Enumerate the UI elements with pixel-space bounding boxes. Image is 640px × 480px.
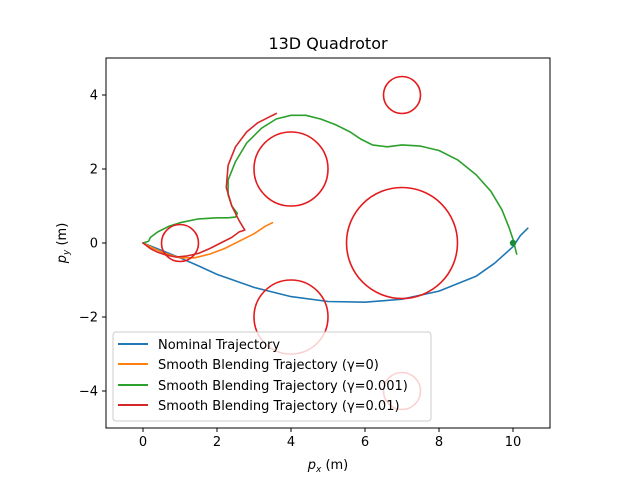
legend: Nominal Trajectory Smooth Blending Traje… xyxy=(112,331,432,422)
y-tick-label: 4 xyxy=(90,89,98,104)
legend-label-nominal: Nominal Trajectory xyxy=(158,338,280,353)
series-line-gamma-0 xyxy=(142,221,274,259)
obstacle-circle xyxy=(382,75,422,115)
x-tick-label: 6 xyxy=(361,435,369,450)
goal-marker xyxy=(509,239,517,247)
y-tick-label: 0 xyxy=(90,237,98,252)
x-tick-label: 4 xyxy=(287,435,295,450)
series-line-gamma-0001 xyxy=(142,114,518,255)
legend-label-gamma-0: Smooth Blending Trajectory (γ=0) xyxy=(158,358,379,373)
legend-label-gamma-0001: Smooth Blending Trajectory (γ=0.001) xyxy=(158,379,408,394)
y-tick-label: 2 xyxy=(90,163,98,178)
x-tick-label: 0 xyxy=(139,435,147,450)
y-tick-label: −4 xyxy=(79,385,98,400)
x-axis-label-main: p xyxy=(307,458,316,473)
y-tick-label: −2 xyxy=(79,311,98,326)
x-axis-label-unit: (m) xyxy=(321,458,348,473)
y-axis-label-main: p xyxy=(55,255,70,264)
legend-box xyxy=(112,331,432,422)
x-tick-label: 8 xyxy=(435,435,443,450)
y-axis-label-unit: (m) xyxy=(55,223,70,250)
series-line-gamma-001 xyxy=(142,112,278,258)
obstacle-circle xyxy=(345,186,459,300)
x-tick-label: 10 xyxy=(505,435,522,450)
y-axis-label: py (m) xyxy=(55,223,72,265)
obstacle-circle xyxy=(253,131,329,207)
axis-ticks: 0 2 4 6 8 10 −4 −2 0 2 4 xyxy=(79,89,521,451)
x-tick-label: 2 xyxy=(213,435,221,450)
obstacle-circle xyxy=(160,223,200,263)
x-axis-label-sub: x xyxy=(315,465,322,475)
chart-title: 13D Quadrotor xyxy=(268,34,388,53)
series-line-nominal xyxy=(142,227,529,304)
y-axis-label-sub: y xyxy=(62,249,72,256)
legend-label-gamma-001: Smooth Blending Trajectory (γ=0.01) xyxy=(158,399,400,414)
x-axis-label: px (m) xyxy=(307,458,349,475)
